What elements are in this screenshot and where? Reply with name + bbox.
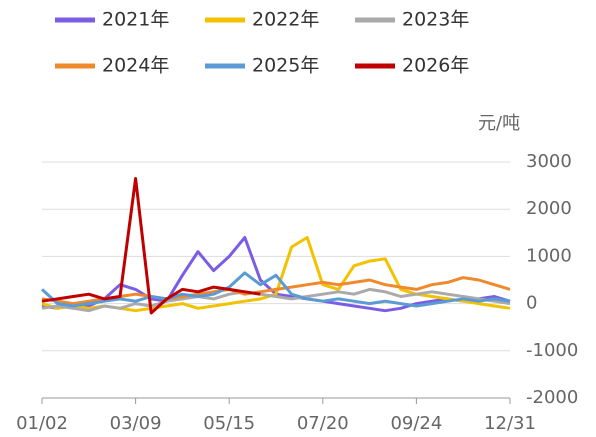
x-tick-label: 09/24 xyxy=(390,413,442,434)
y-tick-label: -2000 xyxy=(526,387,578,408)
x-tick-label: 03/09 xyxy=(110,413,162,434)
y-tick-label: 3000 xyxy=(526,151,572,172)
x-tick-label: 05/15 xyxy=(203,413,255,434)
y-tick-label: 2000 xyxy=(526,198,572,219)
x-tick-label: 12/31 xyxy=(484,413,536,434)
legend-label: 2022年 xyxy=(252,9,319,31)
x-tick-label: 07/20 xyxy=(297,413,349,434)
y-tick-label: -1000 xyxy=(526,340,578,361)
x-tick-label: 01/02 xyxy=(16,413,68,434)
legend-label: 2024年 xyxy=(102,55,169,77)
series-line xyxy=(40,271,511,308)
y-unit: 元/吨 xyxy=(478,113,520,134)
y-tick-label: 1000 xyxy=(526,245,572,266)
legend-label: 2026年 xyxy=(402,55,469,77)
series-line xyxy=(41,287,511,313)
legend-label: 2023年 xyxy=(402,9,469,31)
legend-label: 2025年 xyxy=(252,55,319,77)
y-tick-label: 0 xyxy=(526,293,537,314)
series-line xyxy=(41,177,261,315)
legend-label: 2021年 xyxy=(102,9,169,31)
